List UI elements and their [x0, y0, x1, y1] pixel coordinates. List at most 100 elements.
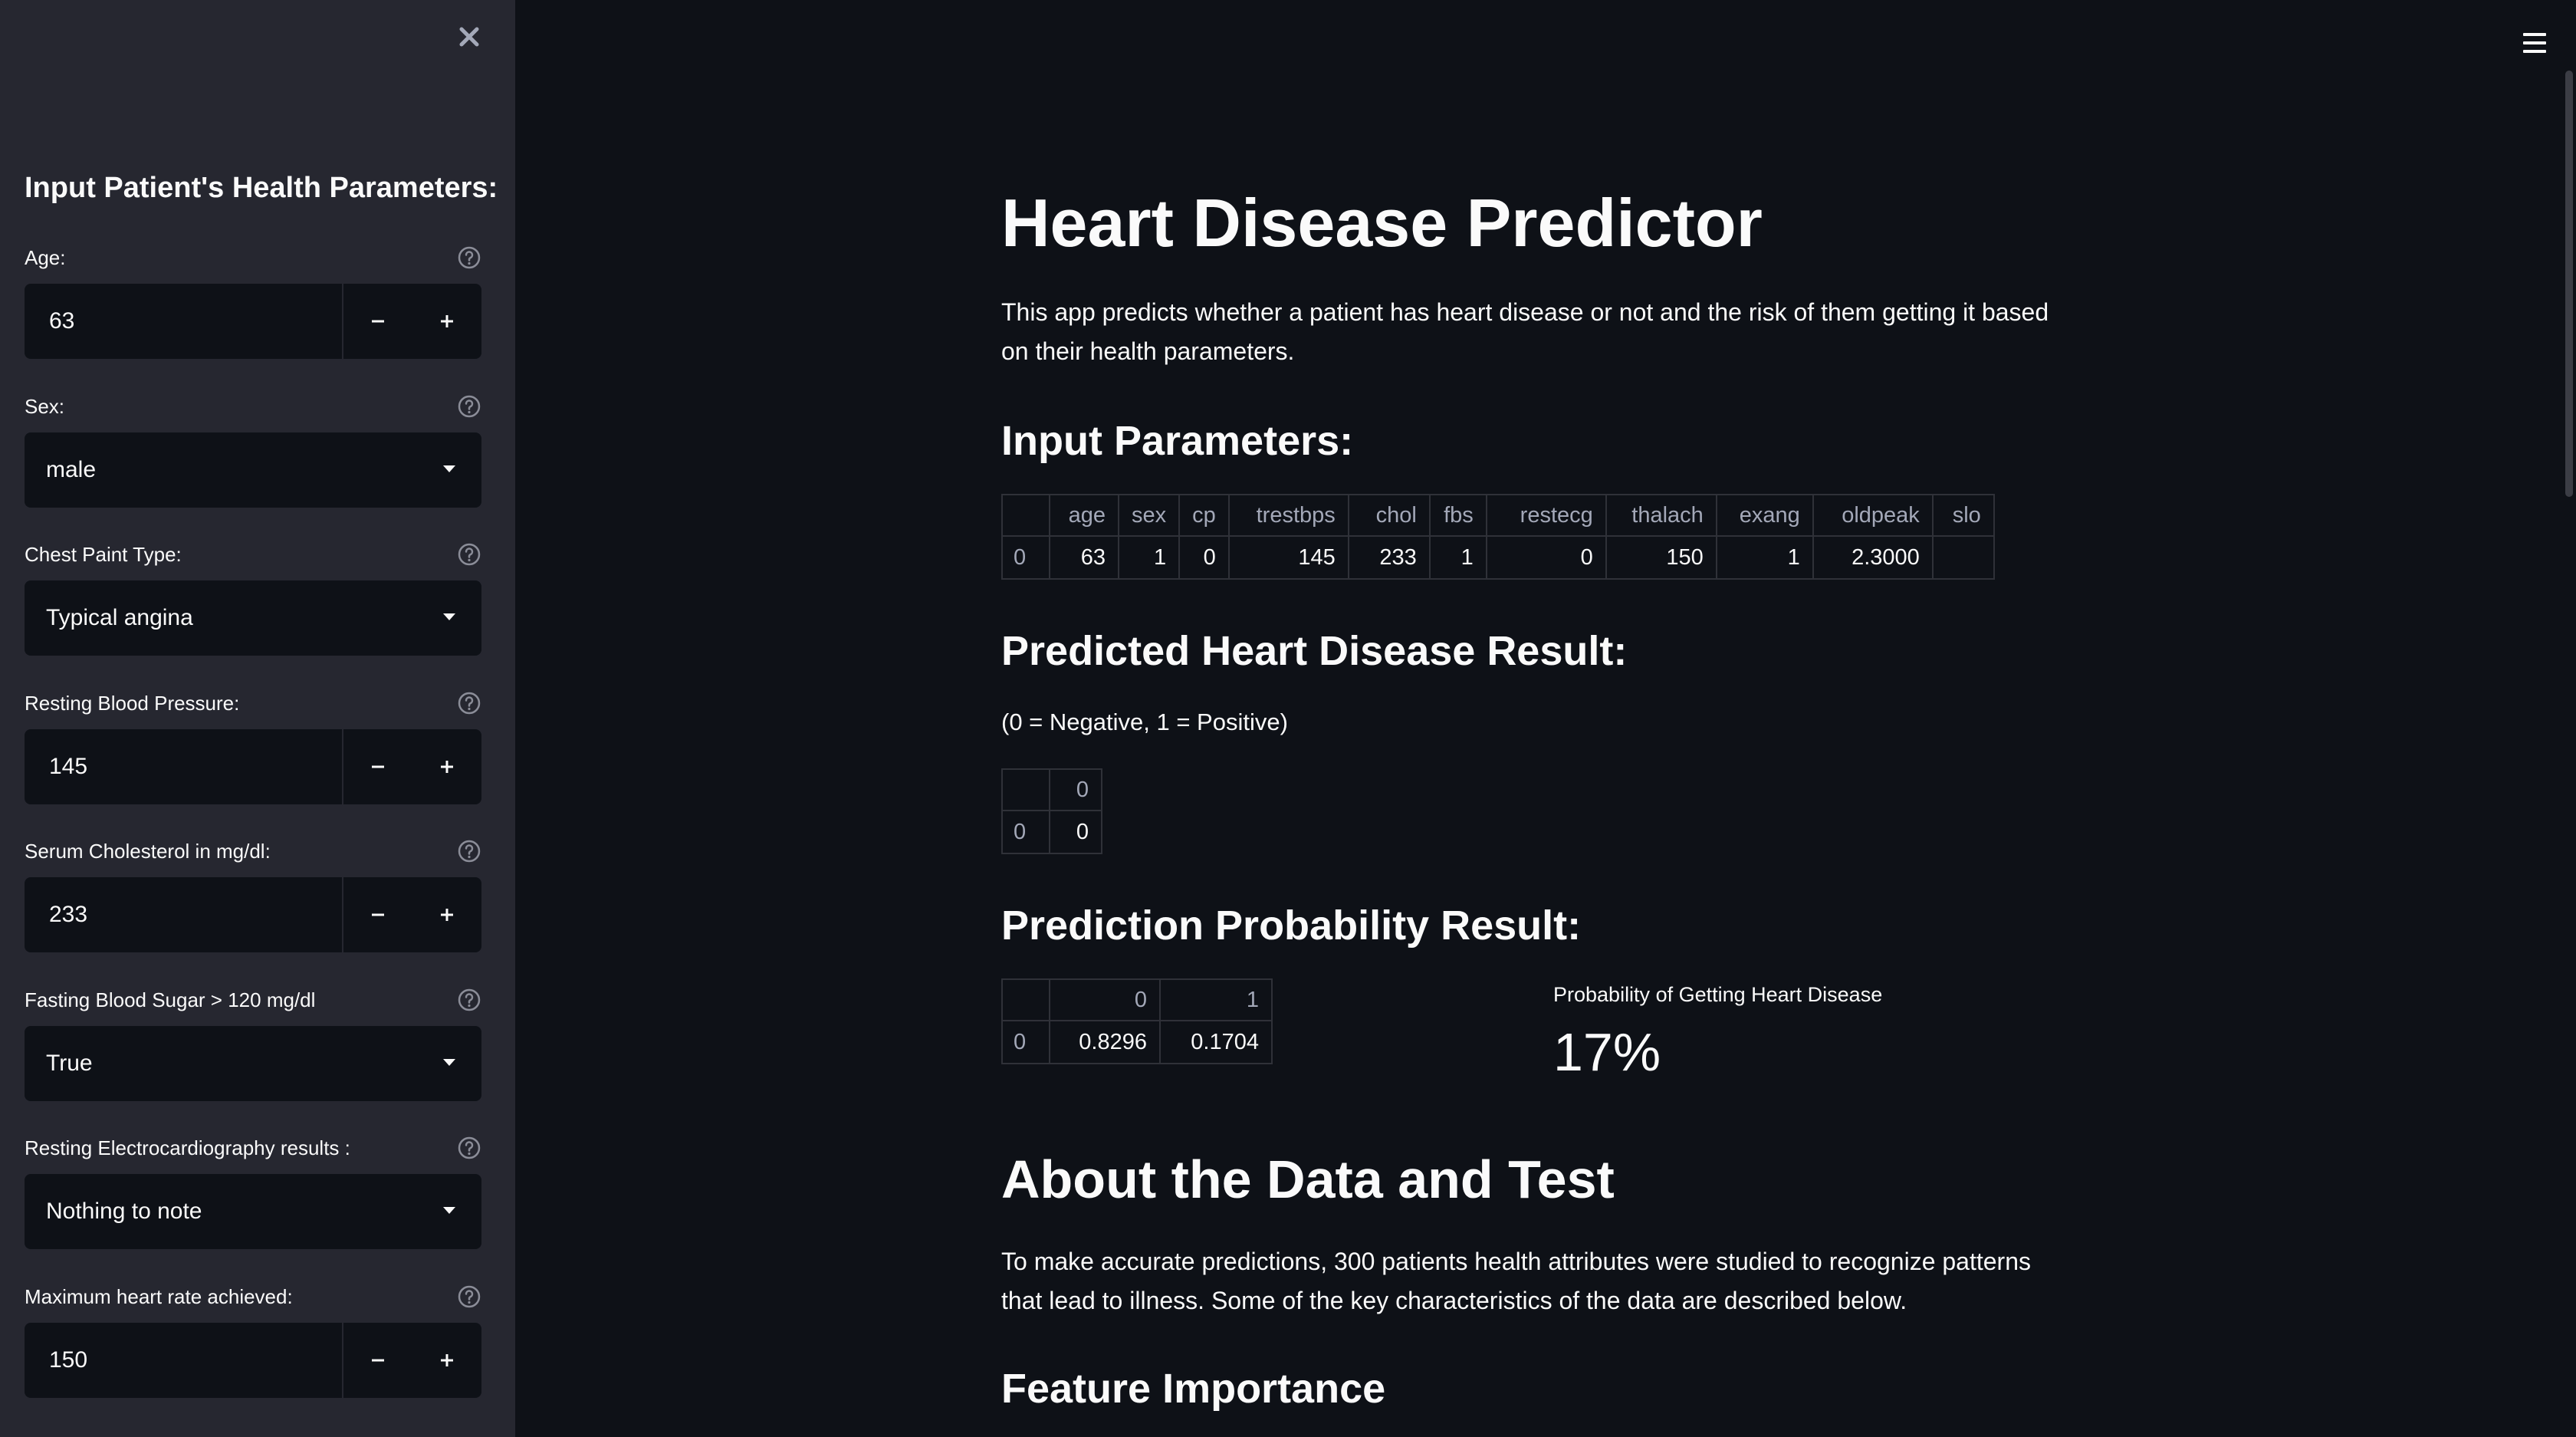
table-header-row: age sex cp trestbps chol fbs restecg thalach exa… — [1001, 494, 1995, 537]
help-circle-icon[interactable] — [457, 245, 481, 270]
table-row: 0 0.8296 0.1704 — [1001, 1020, 1273, 1064]
column-header[interactable]: age — [1049, 494, 1119, 537]
increment-button[interactable] — [412, 729, 481, 804]
row-index[interactable]: 0 — [1001, 535, 1050, 580]
column-header[interactable]: chol — [1347, 494, 1431, 537]
table-row: 0 63 1 0 145 233 1 0 150 1 2.3000 — [1001, 535, 1995, 580]
about-text: To make accurate predictions, 300 patien… — [1001, 1248, 2031, 1314]
help-circle-icon[interactable] — [457, 988, 481, 1012]
chevron-down-icon[interactable] — [443, 613, 455, 620]
select-box[interactable]: Nothing to note — [25, 1174, 481, 1249]
input-divider — [342, 284, 343, 359]
column-header[interactable]: 0 — [1049, 978, 1161, 1021]
column-header[interactable]: restecg — [1485, 494, 1607, 537]
table-cell[interactable]: 0 — [1485, 535, 1607, 580]
column-header[interactable]: cp — [1178, 494, 1230, 537]
number-input[interactable]: 233 — [25, 877, 481, 952]
close-sidebar-button[interactable] — [448, 15, 491, 58]
number-input-value: 150 — [49, 1347, 88, 1373]
field-label: Maximum heart rate achieved: — [25, 1285, 293, 1308]
select-value: True — [46, 1051, 93, 1076]
column-header[interactable]: oldpeak — [1812, 494, 1934, 537]
table-cell[interactable]: 1 — [1715, 535, 1814, 580]
column-header[interactable] — [1001, 978, 1050, 1021]
table-cell[interactable]: 1 — [1117, 535, 1181, 580]
column-header[interactable]: sex — [1117, 494, 1181, 537]
table-cell[interactable]: 2.3000 — [1812, 535, 1934, 580]
chevron-down-icon[interactable] — [443, 1059, 455, 1066]
hamburger-menu-icon[interactable] — [2515, 23, 2555, 63]
feature-importance-header: Feature Importance — [1001, 1366, 1386, 1412]
number-input[interactable]: 63 — [25, 284, 481, 359]
app-description: This app predicts whether a patient has … — [1001, 298, 2049, 365]
minus-icon — [372, 913, 384, 916]
column-header[interactable] — [1001, 494, 1050, 537]
column-header[interactable]: 1 — [1159, 978, 1273, 1021]
column-header[interactable] — [1001, 768, 1050, 811]
help-circle-icon[interactable] — [457, 1136, 481, 1160]
row-index[interactable]: 0 — [1001, 1020, 1050, 1064]
page-scrollbar[interactable] — [2565, 71, 2573, 497]
column-header[interactable]: exang — [1715, 494, 1814, 537]
result-header: Predicted Heart Disease Result: — [1001, 628, 1628, 674]
table-cell[interactable]: 150 — [1605, 535, 1717, 580]
table-cell[interactable] — [1931, 535, 1995, 580]
select-box[interactable]: True — [25, 1026, 481, 1101]
column-header[interactable]: slo — [1931, 494, 1995, 537]
chevron-down-icon[interactable] — [443, 465, 455, 472]
select-box[interactable]: male — [25, 432, 481, 508]
minus-icon — [372, 765, 384, 768]
select-value: Nothing to note — [46, 1199, 202, 1224]
table-cell[interactable]: 1 — [1428, 535, 1487, 580]
decrement-button[interactable] — [343, 284, 412, 359]
field-label: Serum Cholesterol in mg/dl: — [25, 840, 271, 863]
table-cell[interactable]: 145 — [1227, 535, 1349, 580]
table-cell[interactable]: 233 — [1347, 535, 1431, 580]
input-divider — [342, 1323, 343, 1398]
table-cell[interactable]: 0 — [1049, 810, 1102, 854]
close-icon — [459, 27, 479, 47]
table-cell[interactable]: 0.1704 — [1159, 1020, 1273, 1064]
help-circle-icon[interactable] — [457, 691, 481, 715]
help-circle-icon[interactable] — [457, 1284, 481, 1309]
select-value: Typical angina — [46, 605, 193, 630]
column-header[interactable]: 0 — [1049, 768, 1102, 811]
number-input[interactable]: 150 — [25, 1323, 481, 1398]
select-box[interactable]: Typical angina — [25, 580, 481, 656]
column-header[interactable]: thalach — [1605, 494, 1717, 537]
input-divider — [342, 729, 343, 804]
metric-label: Probability of Getting Heart Disease — [1553, 983, 1883, 1006]
help-circle-icon[interactable] — [457, 542, 481, 567]
table-header-row: 0 — [1001, 768, 1102, 811]
help-circle-icon[interactable] — [457, 394, 481, 419]
input-divider — [342, 877, 343, 952]
help-circle-icon[interactable] — [457, 839, 481, 863]
column-header[interactable]: trestbps — [1227, 494, 1349, 537]
field-label: Fasting Blood Sugar > 120 mg/dl — [25, 988, 316, 1011]
metric-value: 17% — [1553, 1022, 1661, 1082]
decrement-button[interactable] — [343, 729, 412, 804]
column-header[interactable]: fbs — [1428, 494, 1487, 537]
decrement-button[interactable] — [343, 1323, 412, 1398]
table-cell[interactable]: 0 — [1178, 535, 1230, 580]
decrement-button[interactable] — [343, 877, 412, 952]
field-label: Sex: — [25, 395, 65, 418]
field-label: Age: — [25, 246, 66, 269]
input-parameters-table-wrapper[interactable]: age sex cp trestbps chol fbs restecg thalach exa… — [1001, 494, 2079, 583]
table-cell[interactable]: 63 — [1049, 535, 1119, 580]
probability-table: 0 1 0 0.8296 0.1704 — [1001, 978, 1273, 1064]
page-title: Heart Disease Predictor — [1001, 185, 1763, 261]
row-index[interactable]: 0 — [1001, 810, 1050, 854]
chevron-down-icon[interactable] — [443, 1207, 455, 1214]
about-header: About the Data and Test — [1001, 1149, 1615, 1209]
increment-button[interactable] — [412, 877, 481, 952]
number-input[interactable]: 145 — [25, 729, 481, 804]
table-cell[interactable]: 0.8296 — [1049, 1020, 1161, 1064]
increment-button[interactable] — [412, 1323, 481, 1398]
increment-button[interactable] — [412, 284, 481, 359]
number-input-value: 63 — [49, 308, 75, 334]
